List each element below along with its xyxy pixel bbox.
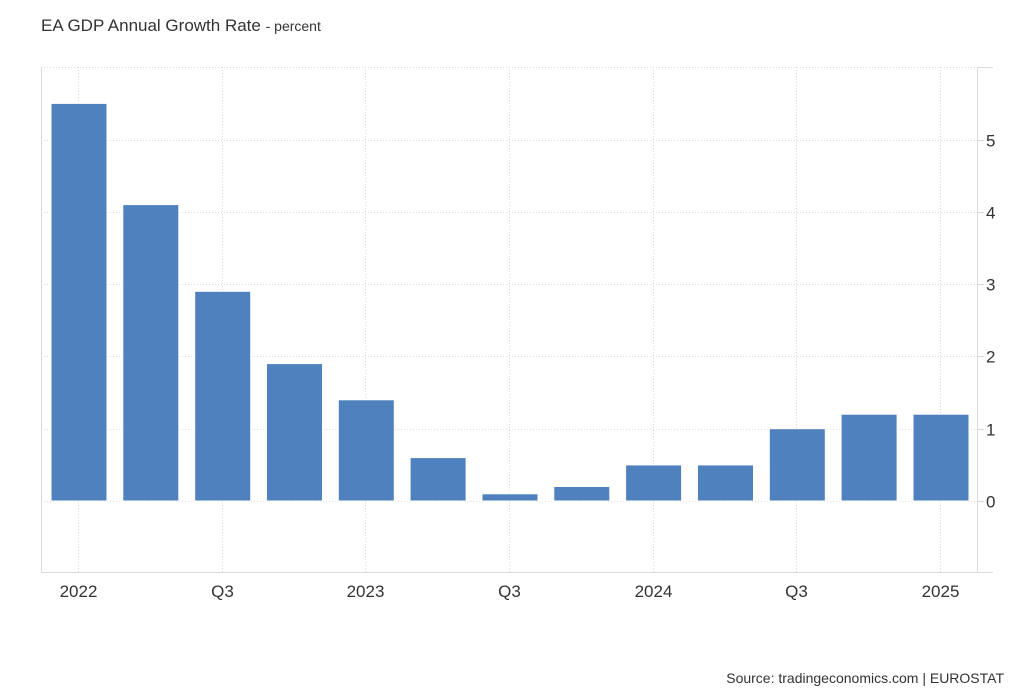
bar-2023-q2 xyxy=(409,457,467,502)
y-tick-label: 0 xyxy=(986,493,995,512)
x-tick-label: 2025 xyxy=(922,582,960,601)
bar-2023-q1 xyxy=(337,399,395,502)
x-tick-label: Q3 xyxy=(211,582,234,601)
axis-layer xyxy=(41,67,993,573)
bar-2023-q4 xyxy=(553,486,611,502)
bar-2024-q4 xyxy=(840,413,898,502)
bar-2022-q3 xyxy=(194,290,252,502)
y-tick-label: 3 xyxy=(986,276,995,295)
x-tick-label: Q3 xyxy=(498,582,521,601)
x-tick-label: 2022 xyxy=(60,582,98,601)
bar-2024-q2 xyxy=(697,464,754,502)
y-tick-label: 5 xyxy=(986,132,995,151)
x-tick-label: 2024 xyxy=(635,582,673,601)
chart-title: EA GDP Annual Growth Rate - percent xyxy=(41,16,321,36)
y-tick-label: 1 xyxy=(986,421,995,440)
source-attribution: Source: tradingeconomics.com | EUROSTAT xyxy=(726,670,1004,686)
bar-2022-q2 xyxy=(122,204,180,502)
bar-2022-q4 xyxy=(266,363,323,502)
chart-unit-label: - percent xyxy=(265,18,321,34)
bar-2024-q3 xyxy=(768,428,826,502)
x-tick-label: Q3 xyxy=(785,582,808,601)
bar-layer xyxy=(50,102,970,502)
bar-2023-q3 xyxy=(481,493,539,502)
x-tick-label: 2023 xyxy=(347,582,385,601)
chart-title-text: EA GDP Annual Growth Rate xyxy=(41,16,261,35)
bar-2025-q1 xyxy=(912,413,970,502)
label-layer: 0 1 2 3 4 5 2022 Q3 2023 Q3 2024 Q3 2025 xyxy=(60,132,996,602)
bar-2022-q1 xyxy=(50,102,108,502)
bar-2024-q1 xyxy=(625,464,683,502)
y-tick-label: 4 xyxy=(986,204,995,223)
y-tick-label: 2 xyxy=(986,348,995,367)
